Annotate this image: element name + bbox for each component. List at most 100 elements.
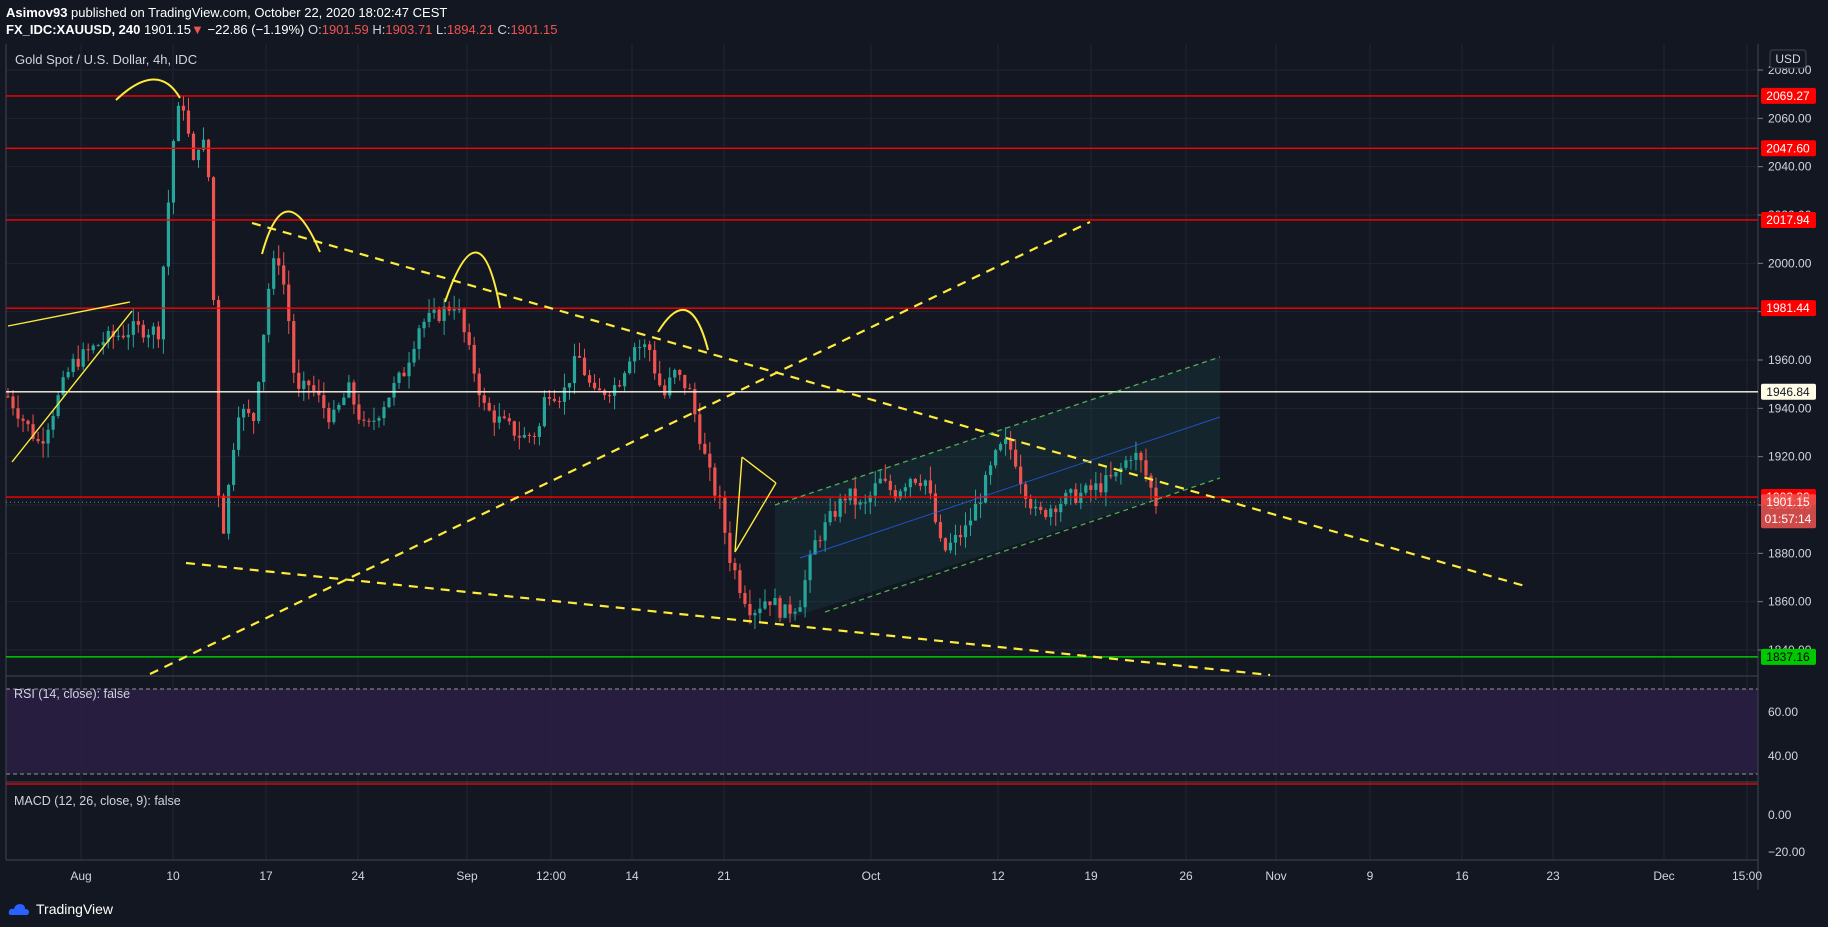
- candle-body: [527, 434, 531, 436]
- candle-body: [106, 330, 110, 343]
- candle-body: [267, 288, 271, 335]
- candle-body: [71, 358, 75, 373]
- candle-body: [151, 326, 155, 335]
- time-tick-label: 19: [1084, 869, 1098, 883]
- candle-body: [883, 478, 887, 481]
- candle-body: [638, 347, 642, 349]
- tradingview-logo[interactable]: TradingView: [8, 901, 113, 917]
- candle-body: [21, 418, 25, 421]
- price-tag-bg: [1761, 140, 1816, 157]
- last-price-bg: [1761, 494, 1816, 529]
- candle-body: [437, 309, 441, 321]
- price-tick-label: 1880.00: [1768, 546, 1812, 560]
- flag-line-b: [734, 456, 743, 553]
- candle-body: [592, 382, 597, 389]
- price-tag-label: 1946.84: [1766, 385, 1810, 399]
- time-tick-label: 21: [717, 869, 731, 883]
- time-tick-label: 14: [625, 869, 639, 883]
- candle-body: [307, 380, 311, 386]
- rsi-band: [6, 689, 1758, 774]
- candle-body: [231, 449, 236, 485]
- candle-body: [808, 554, 812, 581]
- candle-body: [532, 435, 536, 437]
- candle-body: [1069, 489, 1073, 493]
- candle-body: [402, 372, 406, 377]
- time-tick-label: 12:00: [536, 869, 566, 883]
- candle-body: [743, 592, 747, 604]
- candle-body: [467, 332, 471, 345]
- currency-label: USD: [1775, 52, 1801, 66]
- candle-body: [587, 375, 592, 383]
- publish-info: Asimov93 published on TradingView.com, O…: [6, 5, 447, 20]
- close-value: 1901.15: [510, 22, 558, 37]
- open-value: 1901.59: [321, 22, 369, 37]
- candle-body: [277, 258, 281, 266]
- candle-body: [507, 418, 511, 422]
- candle-body: [908, 478, 912, 488]
- candle-body: [738, 570, 742, 593]
- candle-body: [863, 502, 867, 504]
- candle-body: [953, 534, 958, 543]
- currency-button[interactable]: USD: [1769, 49, 1807, 69]
- candle-body: [201, 139, 206, 150]
- chart-canvas[interactable]: RSI (14, close): false MACD (12, 26, clo…: [0, 0, 1828, 893]
- candle-body: [51, 415, 55, 430]
- candle-body: [688, 388, 692, 390]
- candle-body: [1124, 460, 1128, 468]
- candle-body: [683, 374, 687, 389]
- candle-body: [206, 139, 211, 178]
- candle-body: [763, 601, 767, 609]
- candle-body: [838, 498, 842, 517]
- candle-body: [938, 522, 943, 539]
- candle-body: [547, 397, 552, 399]
- candle-body: [893, 490, 897, 499]
- candle-body: [1109, 475, 1113, 477]
- price-tag-label: 1837.16: [1766, 650, 1810, 664]
- peak-arc-1: [115, 78, 181, 101]
- candle-body: [1034, 506, 1038, 509]
- candle-body: [26, 420, 30, 425]
- high-label: H:: [372, 22, 386, 37]
- time-tick-label: 16: [1455, 869, 1469, 883]
- publisher-name[interactable]: Asimov93: [6, 5, 68, 20]
- candle-body: [803, 580, 807, 608]
- candle-body: [1089, 485, 1093, 490]
- candle-body: [482, 395, 486, 403]
- price-tag-resistance: 2017.94: [1761, 211, 1816, 228]
- candle-body: [758, 608, 762, 614]
- candle-body: [678, 370, 682, 375]
- candle-body: [562, 387, 567, 402]
- candle-body: [372, 420, 376, 422]
- down-arrow-icon: ▼: [191, 22, 204, 37]
- candle-body: [1004, 438, 1008, 445]
- indicator-tick-label: 0.00: [1768, 808, 1792, 822]
- candle-body: [31, 424, 35, 439]
- candle-body: [1094, 483, 1098, 490]
- candle-body: [617, 385, 622, 387]
- candle-body: [367, 420, 371, 422]
- candle-body: [1054, 508, 1058, 513]
- candle-body: [176, 105, 181, 142]
- channel-midline: [799, 416, 1221, 559]
- candle-body: [577, 356, 582, 358]
- flag-line-c: [734, 482, 777, 553]
- candle-body: [91, 345, 95, 351]
- candle-body: [798, 607, 802, 612]
- candle-body: [643, 344, 647, 348]
- peak-arc-2: [261, 210, 321, 255]
- candle-body: [923, 480, 927, 486]
- candle-body: [171, 141, 176, 203]
- candle-body: [1009, 438, 1013, 450]
- candle-body: [888, 480, 892, 491]
- candle-body: [993, 450, 998, 466]
- price-tag-bg: [1761, 211, 1816, 228]
- candle-body: [191, 133, 196, 161]
- candle-body: [352, 382, 356, 405]
- time-tick-label: Sep: [456, 869, 478, 883]
- price-tag-resistance: 2047.60: [1761, 140, 1816, 157]
- candle-body: [612, 385, 617, 396]
- time-tick-label: Dec: [1653, 869, 1674, 883]
- candle-body: [633, 347, 637, 362]
- candle-body: [337, 405, 341, 410]
- candle-body: [1074, 489, 1078, 503]
